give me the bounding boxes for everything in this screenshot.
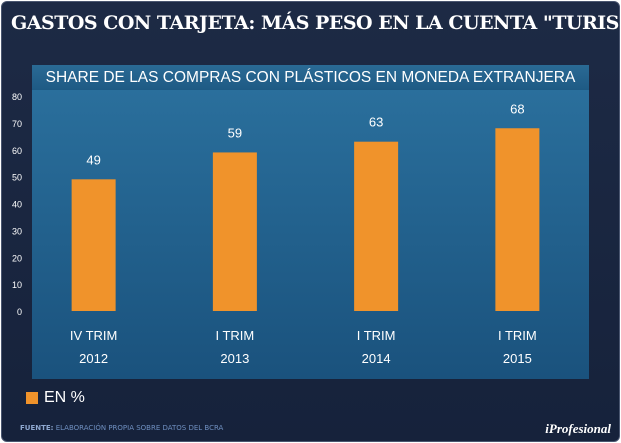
bar — [354, 141, 399, 311]
source-note: FUENTE: ELABORACIÓN PROPIA SOBRE DATOS D… — [20, 424, 223, 432]
bar-data-label: 63 — [369, 115, 383, 130]
legend-label: EN % — [44, 389, 85, 406]
source-label: FUENTE: — [20, 424, 54, 432]
x-year-label: 2014 — [362, 351, 391, 366]
y-tick-label: 10 — [12, 280, 22, 290]
bar — [495, 128, 540, 311]
x-category-label: I TRIM — [215, 328, 254, 343]
y-tick-label: 20 — [12, 253, 22, 263]
brand-logo: iProfesional — [545, 421, 611, 436]
x-category-label: I TRIM — [357, 328, 396, 343]
x-year-label: 2013 — [220, 351, 249, 366]
y-tick-label: 50 — [12, 173, 22, 183]
x-category-label: I TRIM — [498, 328, 537, 343]
y-tick-label: 80 — [12, 92, 22, 102]
bar-data-label: 68 — [510, 101, 524, 116]
bar-data-label: 49 — [86, 152, 100, 167]
x-category-label: IV TRIM — [70, 328, 117, 343]
y-tick-label: 40 — [12, 200, 22, 210]
x-year-label: 2012 — [79, 351, 108, 366]
legend: EN % — [26, 388, 85, 408]
y-tick-label: 70 — [12, 119, 22, 129]
y-tick-label: 60 — [12, 146, 22, 156]
x-year-label: 2015 — [503, 351, 532, 366]
y-tick-label: 0 — [17, 307, 22, 317]
legend-swatch — [26, 392, 38, 404]
footer: FUENTE: ELABORACIÓN PROPIA SOBRE DATOS D… — [2, 421, 619, 441]
subtitle-band: SHARE DE LAS COMPRAS CON PLÁSTICOS EN MO… — [32, 65, 589, 90]
bar — [212, 152, 257, 311]
chart-subtitle: SHARE DE LAS COMPRAS CON PLÁSTICOS EN MO… — [45, 69, 576, 86]
source-text: ELABORACIÓN PROPIA SOBRE DATOS DEL BCRA — [55, 424, 224, 432]
y-tick-label: 30 — [12, 226, 22, 236]
bar — [71, 179, 116, 311]
bar-data-label: 59 — [228, 125, 242, 140]
page-title: GASTOS CON TARJETA: MÁS PESO EN LA CUENT… — [11, 12, 620, 34]
